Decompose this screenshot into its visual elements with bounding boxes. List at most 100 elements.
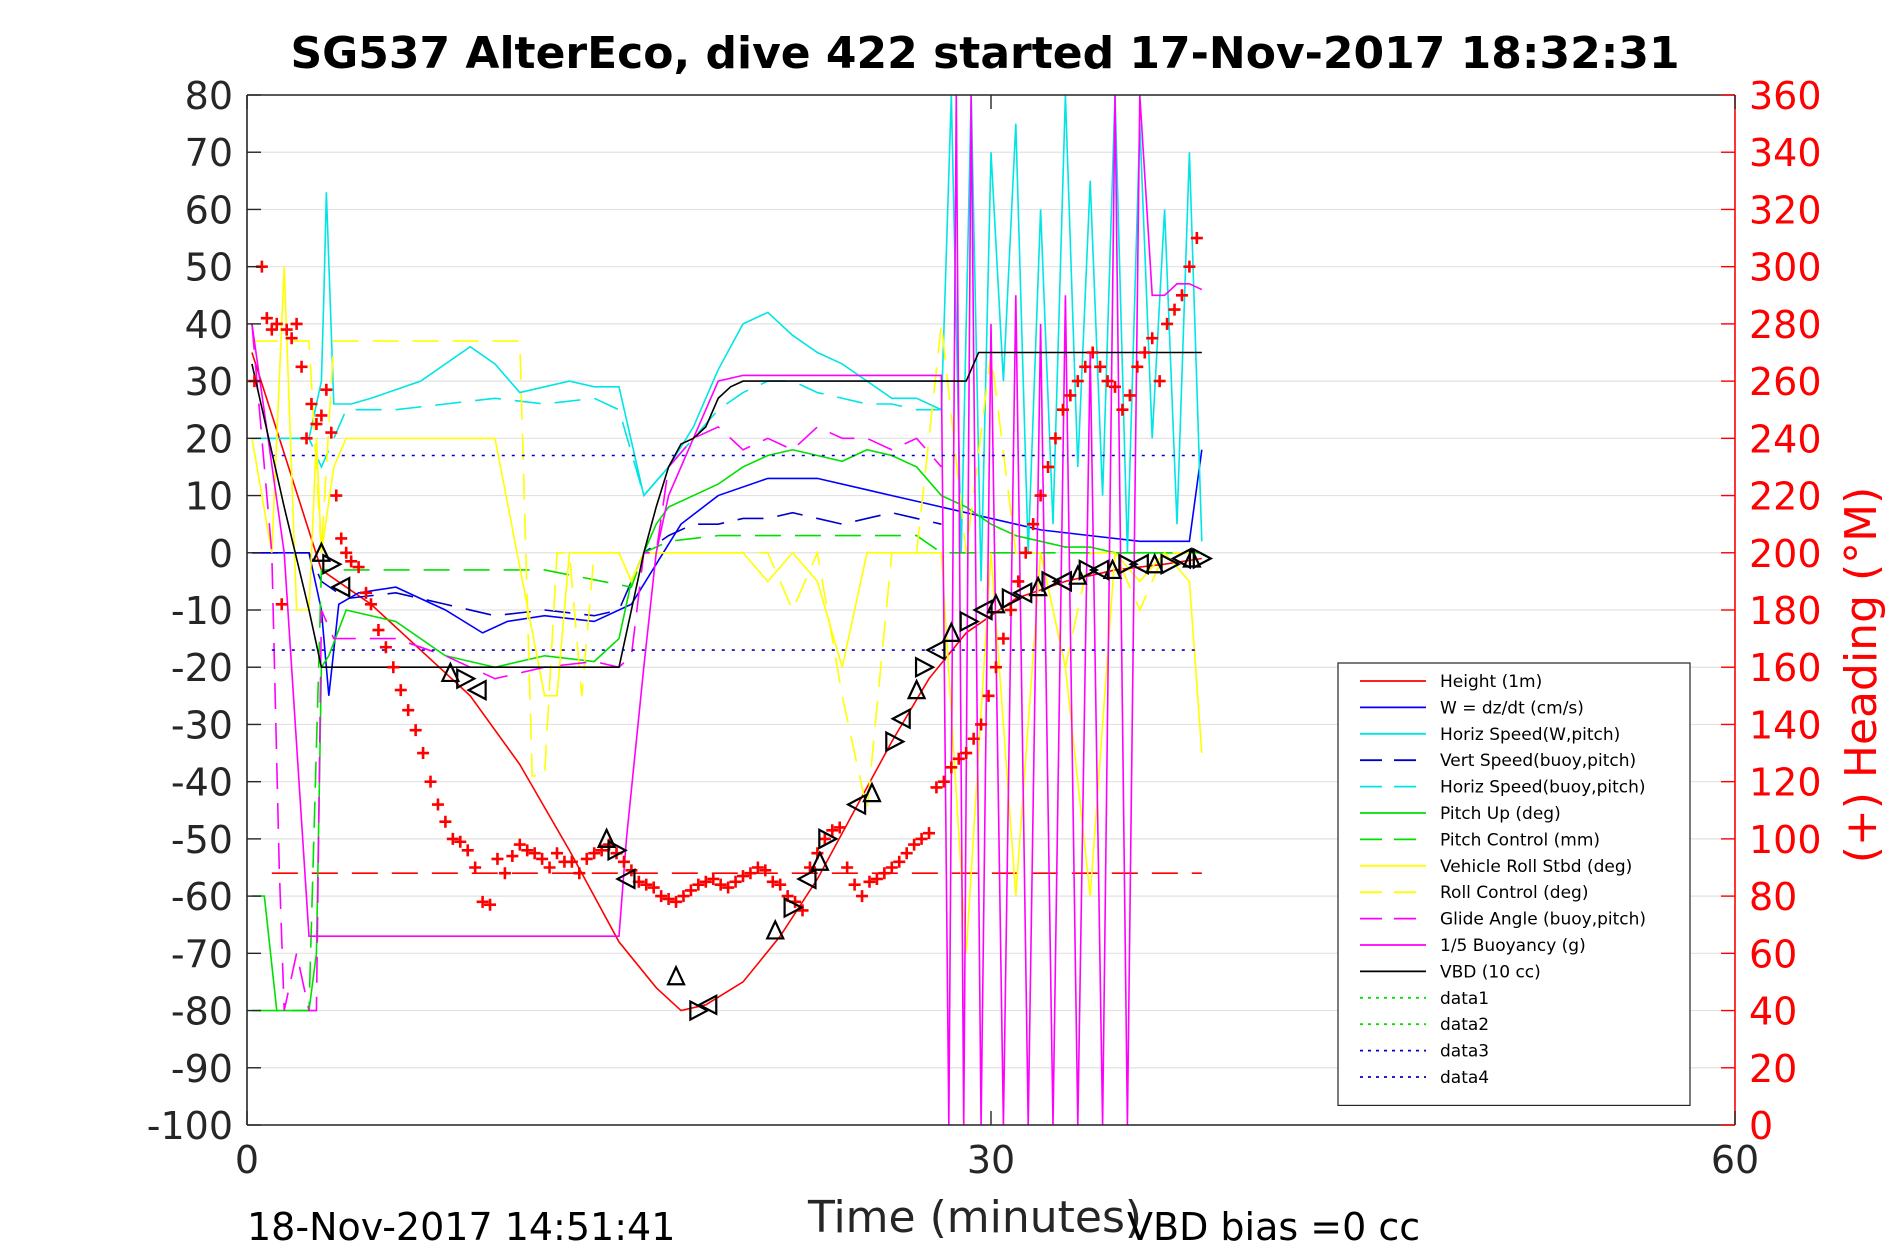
- position-marker: [615, 868, 636, 890]
- y-tick-label: 80: [185, 74, 233, 118]
- legend-entry: data3: [1440, 1042, 1489, 1062]
- heading-marker: [915, 832, 928, 845]
- heading-marker: [469, 861, 482, 874]
- position-marker: [311, 541, 332, 562]
- heading-marker: [759, 864, 772, 877]
- y2-tick-label: 260: [1749, 360, 1822, 404]
- y-tick-label: 30: [185, 360, 233, 404]
- legend-entry: W = dz/dt (cm/s): [1440, 698, 1584, 718]
- heading-marker: [982, 689, 995, 702]
- heading-marker: [565, 855, 578, 868]
- y2-tick-label: 60: [1749, 932, 1797, 976]
- heading-marker: [826, 824, 839, 837]
- heading-marker: [893, 855, 906, 868]
- y-tick-label: 0: [209, 532, 233, 576]
- heading-marker: [325, 426, 338, 439]
- heading-marker: [722, 881, 735, 894]
- heading-marker: [1168, 303, 1181, 316]
- y2-tick-label: 100: [1749, 818, 1822, 862]
- legend: Height (1m) W = dz/dt (cm/s) Horiz Speed(W…: [1337, 662, 1691, 1106]
- y2-tick-label: 340: [1749, 131, 1822, 175]
- position-marker: [1160, 553, 1181, 576]
- position-marker: [818, 828, 839, 850]
- position-marker: [925, 639, 946, 661]
- position-marker: [986, 592, 1006, 614]
- position-marker: [466, 679, 487, 701]
- legend-entry: Vert Speed(buoy,pitch): [1440, 751, 1636, 771]
- heading-marker: [543, 861, 556, 874]
- footer-vbd-bias: VBD bias =0 cc: [1127, 1205, 1420, 1249]
- heading-marker: [841, 861, 854, 874]
- heading-marker: [320, 383, 333, 396]
- heading-marker: [707, 872, 720, 885]
- heading-marker: [900, 847, 913, 860]
- y-tick-label: -100: [147, 1104, 233, 1148]
- y2-tick-label: 180: [1749, 589, 1822, 633]
- heading-marker: [310, 418, 323, 431]
- series-line-11: [251, 351, 1202, 669]
- y-tick-label: 20: [185, 417, 233, 461]
- position-marker: [796, 868, 817, 890]
- y-tick-label: -50: [171, 818, 233, 862]
- heading-marker: [885, 861, 898, 874]
- heading-marker: [1079, 360, 1092, 373]
- legend-entry: Vehicle Roll Stbd (deg): [1440, 857, 1632, 877]
- heading-marker: [662, 892, 675, 905]
- y-tick-label: -80: [171, 990, 233, 1034]
- legend-entry: 1/5 Buoyancy (g): [1440, 936, 1586, 956]
- series-line-10: [251, 95, 1203, 1125]
- heading-marker: [952, 752, 965, 765]
- heading-marker: [699, 875, 712, 888]
- heading-marker: [1012, 575, 1025, 588]
- position-marker: [845, 793, 867, 816]
- position-marker: [810, 850, 830, 871]
- x-tick-label: 60: [1711, 1138, 1759, 1182]
- heading-marker: [818, 832, 831, 845]
- heading-marker: [315, 409, 328, 422]
- legend-entry: Horiz Speed(W,pitch): [1440, 725, 1620, 745]
- heading-marker: [923, 827, 935, 840]
- heading-marker: [1049, 432, 1062, 445]
- position-marker: [440, 661, 461, 683]
- y2-tick-label: 160: [1749, 646, 1822, 690]
- y2-tick-label: 200: [1749, 532, 1822, 576]
- heading-marker: [340, 546, 353, 559]
- heading-marker: [670, 895, 683, 908]
- legend-entry: Horiz Speed(buoy,pitch): [1440, 778, 1646, 798]
- heading-marker: [417, 747, 430, 760]
- heading-marker: [588, 847, 601, 860]
- y2-tick-label: 300: [1749, 246, 1822, 290]
- y2-tick-label: 40: [1749, 990, 1797, 1034]
- heading-marker: [908, 838, 921, 851]
- heading-marker: [989, 661, 1002, 674]
- legend-entry: Pitch Control (mm): [1440, 830, 1600, 850]
- legend-entry: Height (1m): [1440, 672, 1542, 692]
- heading-marker: [506, 850, 519, 863]
- heading-marker: [863, 875, 876, 888]
- x-axis-label: Time (minutes): [807, 1192, 1142, 1243]
- heading-marker: [870, 872, 883, 885]
- heading-marker: [290, 317, 303, 330]
- position-marker: [1170, 547, 1192, 570]
- heading-marker: [833, 821, 846, 834]
- footer-timestamp: 18-Nov-2017 14:51:41: [247, 1205, 675, 1249]
- y2-axis-label: (+) Heading (°M): [1836, 487, 1887, 864]
- y-tick-label: -90: [171, 1047, 233, 1091]
- legend-entry: Pitch Up (deg): [1440, 804, 1561, 824]
- heading-marker: [967, 732, 980, 745]
- position-marker: [1144, 552, 1165, 574]
- position-marker: [329, 576, 351, 598]
- chart-title: SG537 AlterEco, dive 422 started 17-Nov-…: [290, 28, 1679, 79]
- data-layer: [248, 95, 1214, 1125]
- position-marker: [666, 964, 686, 986]
- y2-tick-label: 80: [1749, 875, 1797, 919]
- heading-marker: [640, 878, 653, 891]
- position-marker: [914, 656, 936, 679]
- y-tick-label: 40: [185, 303, 233, 347]
- heading-marker: [975, 718, 988, 731]
- heading-marker: [729, 875, 742, 888]
- heading-marker: [1131, 360, 1144, 373]
- y2-tick-label: 0: [1749, 1104, 1773, 1148]
- heading-marker: [285, 332, 298, 345]
